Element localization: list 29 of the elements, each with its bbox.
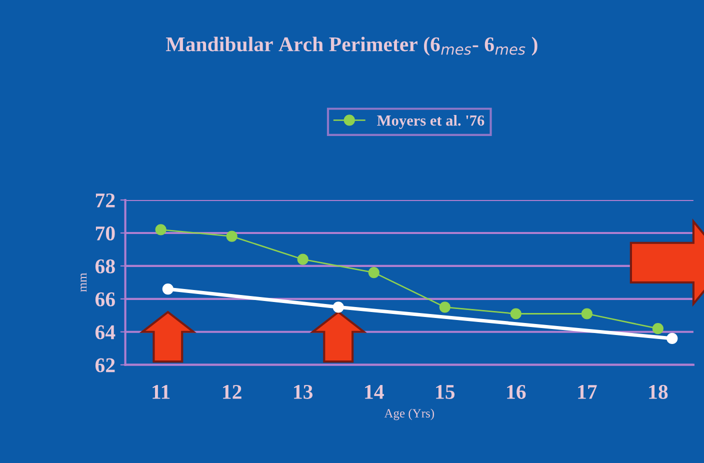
y-tick-label: 72 (96, 193, 115, 208)
x-axis-title: Age (Yrs) (384, 408, 434, 420)
y-tick-label: 66 (95, 292, 115, 306)
x-tick-label: 13 (294, 384, 313, 399)
y-tick-label: 68 (95, 259, 115, 274)
point (439, 302, 450, 313)
x-tick-label: 17 (578, 384, 597, 399)
y-axis-title: mm (80, 272, 87, 292)
y-tick-label: 62 (95, 358, 115, 372)
point (652, 323, 664, 334)
y-tick-label: 64 (95, 325, 116, 340)
point (666, 332, 678, 344)
legend-label: Moyers et al. '76 (377, 114, 484, 129)
point (332, 302, 344, 313)
chart-title: Mandibular Arch Perimeter (6$_{mes}$- 6$_{mes}$ ) (166, 36, 538, 56)
point (368, 266, 380, 278)
x-tick-label: 18 (649, 384, 668, 399)
point (162, 283, 174, 295)
point (297, 254, 308, 265)
point (226, 230, 238, 242)
point (581, 308, 592, 320)
x-tick-label: 11 (152, 384, 170, 399)
x-tick-label: 16 (507, 384, 526, 399)
point (155, 224, 166, 236)
point (510, 308, 522, 320)
y-tick-label: 70 (96, 226, 115, 240)
x-tick-label: 15 (436, 384, 455, 399)
x-tick-label: 14 (365, 384, 384, 399)
x-tick-label: 12 (223, 384, 242, 399)
